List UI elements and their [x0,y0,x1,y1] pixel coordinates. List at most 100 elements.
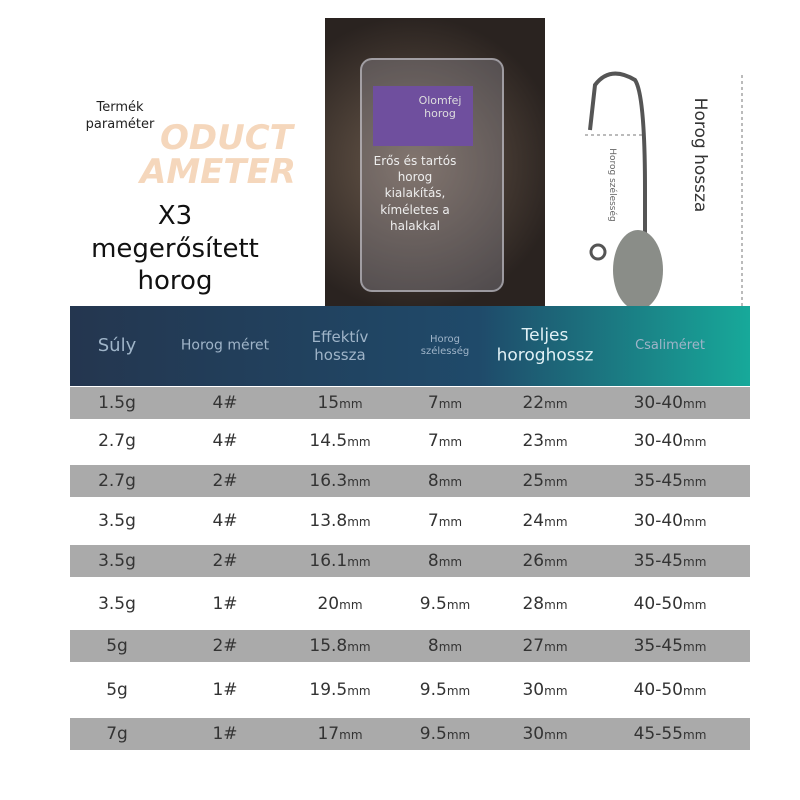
cell: 19.5mm [309,680,371,700]
cell: 24mm [522,511,568,531]
cell: 4# [212,393,238,413]
unit: mm [347,555,371,569]
unit: mm [438,397,463,411]
cell: 30-40mm [633,511,707,531]
watermark: AMETER [140,152,296,192]
cell: 30-40mm [633,431,707,451]
unit: mm [683,475,707,489]
unit: mm [339,598,363,612]
unit: mm [438,475,463,489]
column-header: Teljes horoghossz [496,325,594,366]
cell: 1.5g [98,393,136,413]
row-shade [70,465,750,497]
unit: mm [339,397,363,411]
row-shade [70,545,750,577]
unit: mm [438,555,463,569]
unit: mm [446,598,471,612]
cell: 5g [106,680,128,700]
unit: mm [683,598,707,612]
cell: 1# [212,680,238,700]
column-header: Horog szélesség [420,334,470,357]
cell: 27mm [522,636,568,656]
unit: mm [544,397,568,411]
cell: 26mm [522,551,568,571]
cell: 25mm [522,471,568,491]
cell: 9.5mm [419,594,471,614]
cell: 4# [212,431,238,451]
cell: 28mm [522,594,568,614]
row-shade [70,387,750,419]
cell: 3.5g [98,551,136,571]
photo: Olomfej horog Erős és tartós horog kiala… [325,18,545,310]
unit: mm [683,435,707,449]
eye [589,243,607,261]
row-shade [70,718,750,750]
hook-diagram [585,71,743,310]
lead-head [613,230,663,310]
unit: mm [683,684,707,698]
unit: mm [544,555,568,569]
hook [588,71,647,250]
cell: 17mm [317,724,363,744]
column-header: Csaliméret [635,338,705,354]
unit: mm [544,598,568,612]
cell: 9.5mm [419,680,471,700]
watermark: ODUCT [160,118,293,158]
cell: 7mm [427,431,463,451]
package [373,86,473,146]
cell: 9.5mm [419,724,471,744]
unit: mm [683,515,707,529]
unit: mm [683,640,707,654]
cell: 8mm [427,471,463,491]
unit: mm [339,728,363,742]
unit: mm [544,515,568,529]
cell: 35-45mm [633,636,707,656]
cell: 2.7g [98,431,136,451]
unit: mm [446,728,471,742]
length-label: Horog hossza [690,97,710,213]
cell: 2.7g [98,471,136,491]
cell: 16.1mm [309,551,371,571]
cell: 14.5mm [309,431,371,451]
unit: mm [683,728,707,742]
cell: 45-55mm [633,724,707,744]
cell: 4# [212,511,238,531]
photo-label: Olomfej horog [418,94,462,120]
cell: 35-45mm [633,471,707,491]
column-header: Súly [97,335,137,357]
column-header: Horog méret [180,337,270,354]
cell: 2# [212,636,238,656]
cell: 7mm [427,393,463,413]
cell: 7mm [427,511,463,531]
column-header: Effektív hossza [311,328,369,364]
width-label: Horog szélesség [607,148,617,222]
cell: 8mm [427,636,463,656]
unit: mm [347,435,371,449]
photo-label: Erős és tartós horog kialakítás, kímélet… [373,154,457,233]
cell: 15.8mm [309,636,371,656]
cell: 3.5g [98,594,136,614]
cell: 2# [212,471,238,491]
unit: mm [438,515,463,529]
unit: mm [544,475,568,489]
cell: 30mm [522,724,568,744]
row-shade [70,630,750,662]
unit: mm [683,397,707,411]
cell: 8mm [427,551,463,571]
cell: 15mm [317,393,363,413]
cell: 40-50mm [633,680,707,700]
cell: 20mm [317,594,363,614]
unit: mm [347,684,371,698]
cell: 22mm [522,393,568,413]
unit: mm [544,728,568,742]
cell: 2# [212,551,238,571]
cell: 30mm [522,680,568,700]
unit: mm [683,555,707,569]
label: Termék paraméter [85,100,155,132]
unit: mm [347,515,371,529]
cell: 16.3mm [309,471,371,491]
cell: 3.5g [98,511,136,531]
unit: mm [446,684,471,698]
cell: 30-40mm [633,393,707,413]
